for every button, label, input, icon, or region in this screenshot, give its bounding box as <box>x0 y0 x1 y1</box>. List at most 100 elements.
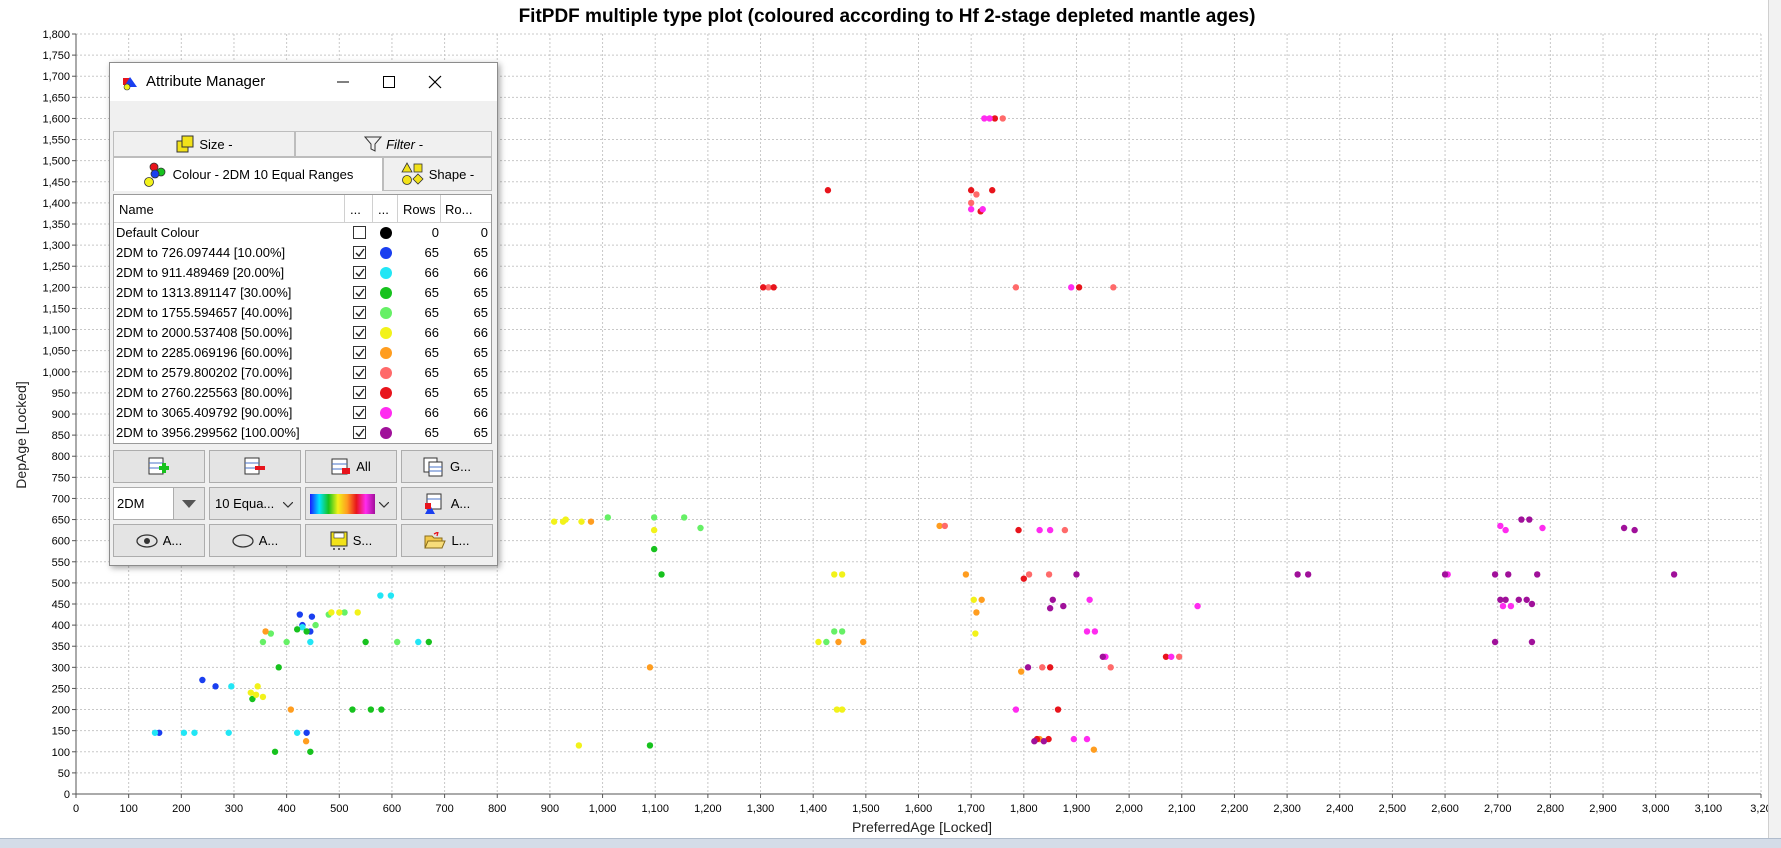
visible-checkbox[interactable] <box>353 426 366 439</box>
checkmark-icon <box>355 268 365 278</box>
show-all-button[interactable]: A... <box>113 524 205 557</box>
attribute-manager-app-icon <box>123 77 137 91</box>
visible-checkbox[interactable] <box>353 326 366 339</box>
attribute-select[interactable]: 2DM <box>113 487 205 520</box>
tab-filter[interactable]: Filter - <box>295 131 492 157</box>
data-point-green <box>349 706 356 713</box>
column-header-colour[interactable]: ... <box>378 202 389 217</box>
data-point-salmon <box>1061 526 1069 534</box>
colour-swatch[interactable] <box>380 407 392 419</box>
tab-size[interactable]: Size - <box>113 131 295 157</box>
x-tick-label: 3,20 <box>1750 803 1771 815</box>
table-row[interactable]: 2DM to 1755.594657 [40.00%] 65 65 <box>114 303 491 323</box>
colour-swatch[interactable] <box>380 347 392 359</box>
table-row[interactable]: 2DM to 2760.225563 [80.00%] 65 65 <box>114 383 491 403</box>
hide-all-button[interactable]: A... <box>209 524 301 557</box>
data-point-cyan <box>293 729 301 736</box>
remove-row-icon <box>244 457 265 474</box>
y-tick-label: 1,700 <box>42 71 70 83</box>
tab-shape[interactable]: Shape - <box>383 157 492 191</box>
data-point-cyan <box>307 638 314 646</box>
colour-swatch[interactable] <box>380 267 392 279</box>
select-all-button[interactable]: All <box>305 450 397 483</box>
data-point-purple <box>1528 638 1536 646</box>
data-point-green <box>275 664 282 671</box>
visible-checkbox[interactable] <box>353 226 366 239</box>
column-header-visible[interactable]: ... <box>350 202 361 217</box>
ro-count: 65 <box>473 425 488 440</box>
checkmark-icon <box>355 348 365 358</box>
y-tick-label: 1,450 <box>42 177 70 189</box>
visible-checkbox[interactable] <box>353 386 366 399</box>
y-tick-label: 1,500 <box>42 156 70 168</box>
colour-swatch[interactable] <box>380 327 392 339</box>
column-header-ro[interactable]: Ro... <box>445 202 473 217</box>
data-point-blue <box>212 683 219 690</box>
table-row[interactable]: 2DM to 1313.891147 [30.00%] 65 65 <box>114 283 491 303</box>
column-header-rows[interactable]: Rows <box>403 202 436 217</box>
colour-swatch[interactable] <box>380 427 392 439</box>
data-point-yellow <box>252 691 260 698</box>
table-row[interactable]: 2DM to 911.489469 [20.00%] 66 66 <box>114 263 491 283</box>
remove-range-button[interactable] <box>209 450 301 483</box>
x-tick-label: 1,900 <box>1063 803 1091 815</box>
attribute-manager-titlebar[interactable]: Attribute Manager <box>110 63 497 101</box>
visible-checkbox[interactable] <box>353 266 366 279</box>
data-point-purple <box>1294 571 1301 578</box>
close-button[interactable] <box>412 63 458 101</box>
table-row[interactable]: 2DM to 3956.299562 [100.00%] 65 65 <box>114 423 491 443</box>
visible-checkbox[interactable] <box>353 246 366 259</box>
x-tick-label: 500 <box>330 803 348 815</box>
data-point-orange <box>1090 746 1098 753</box>
ranges-select[interactable]: 10 Equa... <box>209 487 301 520</box>
visible-checkbox[interactable] <box>353 306 366 319</box>
tab-colour[interactable]: Colour - 2DM 10 Equal Ranges <box>113 157 383 191</box>
colour-swatch[interactable] <box>380 247 392 259</box>
table-row[interactable]: Default Colour 0 0 <box>114 223 491 243</box>
colour-swatch[interactable] <box>380 307 392 319</box>
data-point-yellow <box>972 630 979 637</box>
data-point-salmon <box>941 522 949 530</box>
colour-swatch[interactable] <box>380 227 392 239</box>
data-point-green <box>367 706 375 713</box>
colour-swatch[interactable] <box>380 387 392 399</box>
chevron-down-icon <box>182 499 196 508</box>
column-header-name[interactable]: Name <box>119 202 154 217</box>
table-row[interactable]: 2DM to 726.097444 [10.00%] 65 65 <box>114 243 491 263</box>
data-point-lightgreen <box>680 514 688 521</box>
colour-swatch[interactable] <box>380 287 392 299</box>
table-row[interactable]: 2DM to 2285.069196 [60.00%] 65 65 <box>114 343 491 363</box>
attribute-manager-window[interactable]: Attribute Manager Size - Filter - <box>109 62 498 566</box>
attribute-select-dropdown-button[interactable] <box>173 488 204 519</box>
y-tick-label: 750 <box>52 472 70 484</box>
visible-checkbox[interactable] <box>353 406 366 419</box>
group-label: G... <box>450 459 471 474</box>
table-row[interactable]: 2DM to 3065.409792 [90.00%] 66 66 <box>114 403 491 423</box>
maximize-button[interactable] <box>366 63 412 101</box>
colour-palette-select[interactable] <box>305 487 397 520</box>
visible-checkbox[interactable] <box>353 346 366 359</box>
x-tick-label: 1,800 <box>1010 803 1038 815</box>
y-tick-label: 1,400 <box>42 198 70 210</box>
attribute-manager-toolbar <box>110 101 497 131</box>
table-row[interactable]: 2DM to 2000.537408 [50.00%] 66 66 <box>114 323 491 343</box>
apply-colour-button[interactable]: A... <box>401 487 493 520</box>
data-point-purple <box>1670 571 1678 578</box>
visible-checkbox[interactable] <box>353 286 366 299</box>
range-name: 2DM to 3065.409792 [90.00%] <box>116 405 293 420</box>
data-point-purple <box>1099 653 1106 660</box>
data-point-yellow <box>838 571 846 578</box>
table-row[interactable]: 2DM to 2579.800202 [70.00%] 65 65 <box>114 363 491 383</box>
group-button[interactable]: G... <box>401 450 493 483</box>
filter-icon <box>364 136 383 152</box>
colour-swatch[interactable] <box>380 367 392 379</box>
add-range-button[interactable] <box>113 450 205 483</box>
minimize-button[interactable] <box>320 63 366 101</box>
data-point-lightgreen <box>604 514 612 521</box>
data-point-orange <box>587 518 595 525</box>
x-tick-label: 900 <box>541 803 559 815</box>
save-button[interactable]: S... <box>305 524 397 557</box>
visible-checkbox[interactable] <box>353 366 366 379</box>
colour-ranges-table[interactable]: Name ... ... Rows Ro... Default Colour 0 0… <box>113 194 492 444</box>
load-button[interactable]: L... <box>401 524 493 557</box>
